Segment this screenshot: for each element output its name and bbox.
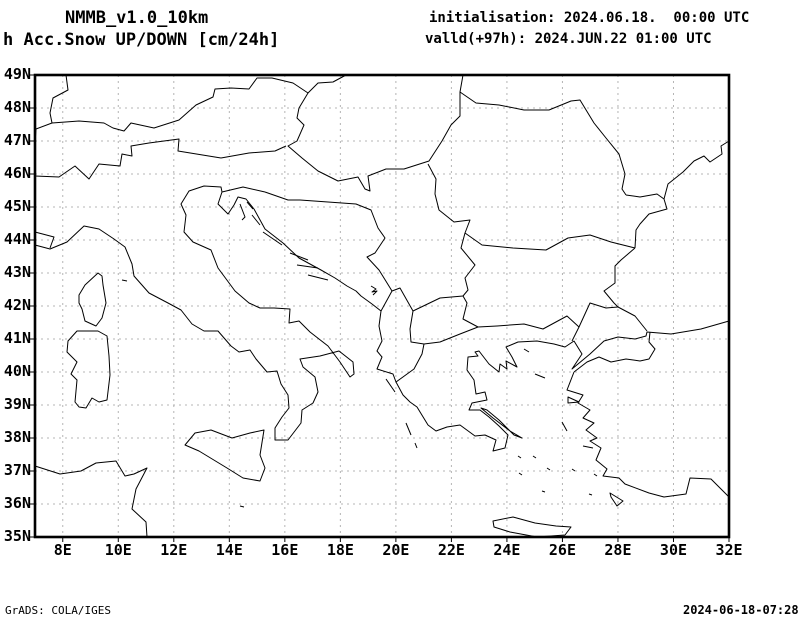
map-outline-path [220, 145, 287, 159]
map-outline-path [412, 295, 464, 312]
creation-timestamp: 2024-06-18-07:28 [683, 603, 799, 617]
lat-tick-label: 37N [3, 461, 31, 479]
coastlines-and-borders [34, 74, 730, 538]
map-outline-path [492, 516, 572, 538]
lat-tick-label: 47N [3, 131, 31, 149]
lon-tick-label: 28E [604, 541, 632, 559]
map-outline-path [34, 231, 55, 249]
map-outline-path [121, 201, 624, 508]
lon-tick-label: 20E [382, 541, 410, 559]
lat-tick-label: 36N [3, 494, 31, 512]
map-outline-path [221, 186, 266, 193]
map-outline-path [49, 74, 347, 132]
map-outline-path [395, 343, 425, 383]
map-outline-path [34, 460, 148, 538]
lon-tick-label: 12E [160, 541, 188, 559]
graticule-gridlines [35, 75, 729, 537]
grads-credit: GrADS: COLA/IGES [5, 604, 111, 617]
map-canvas [30, 73, 731, 542]
lon-tick-label: 14E [215, 541, 243, 559]
lat-tick-label: 44N [3, 230, 31, 248]
map-outline-path [460, 232, 619, 330]
map-outline-path [459, 91, 627, 196]
map-outline-path [663, 140, 730, 200]
product-title: h Acc.Snow UP/DOWN [cm/24h] [3, 30, 280, 50]
map-outline-path [264, 191, 393, 292]
map-outline-path [603, 247, 648, 332]
lon-tick-label: 26E [548, 541, 576, 559]
map-outline-path [573, 331, 656, 373]
lat-tick-label: 35N [3, 527, 31, 545]
map-outline-path [571, 326, 580, 342]
lon-tick-label: 16E [271, 541, 299, 559]
map-outline-path [370, 285, 378, 296]
lat-tick-label: 49N [3, 65, 31, 83]
map-outline-path [66, 330, 111, 409]
lat-tick-label: 46N [3, 164, 31, 182]
map-outline-path [427, 163, 636, 251]
lat-tick-label: 38N [3, 428, 31, 446]
lon-tick-label: 8E [53, 541, 72, 559]
lon-tick-label: 18E [326, 541, 354, 559]
lon-tick-label: 10E [104, 541, 132, 559]
map-outline-path [625, 193, 668, 249]
map-outline-path [34, 185, 730, 452]
lat-tick-label: 40N [3, 362, 31, 380]
lon-tick-label: 30E [659, 541, 688, 559]
map-outline-path [287, 74, 464, 192]
valid-time-line: valld(+97h): 2024.JUN.22 01:00 UTC [425, 31, 712, 47]
lat-tick-label: 48N [3, 98, 31, 116]
lat-tick-label: 39N [3, 395, 31, 413]
map-outline-path [184, 429, 266, 482]
lat-tick-label: 43N [3, 263, 31, 281]
map-outline-path [566, 371, 730, 498]
lon-tick-label: 24E [493, 541, 521, 559]
map-outline-path [34, 138, 222, 180]
lat-tick-label: 41N [3, 329, 31, 347]
map-outline-path [78, 272, 107, 327]
initialisation-line: initialisation: 2024.06.18. 00:00 UTC [429, 10, 750, 26]
lat-tick-label: 42N [3, 296, 31, 314]
map-outline-path [34, 122, 53, 145]
map-outline-path [380, 287, 479, 345]
map-frame [33, 73, 731, 539]
model-title: NMMB_v1.0_10km [65, 8, 209, 28]
lat-tick-label: 45N [3, 197, 31, 215]
lon-tick-label: 22E [437, 541, 465, 559]
lon-tick-label: 32E [715, 541, 743, 559]
